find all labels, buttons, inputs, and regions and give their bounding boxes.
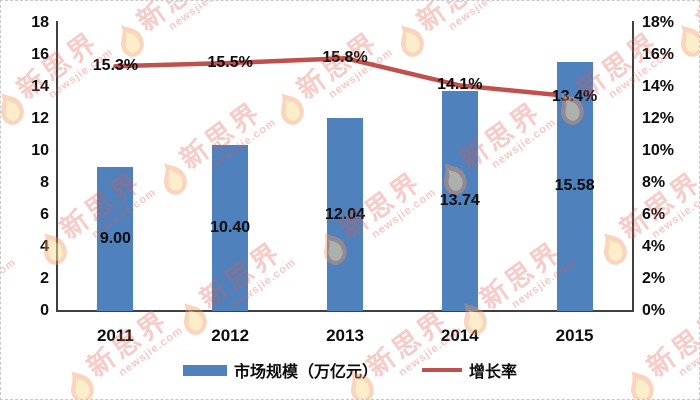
left-axis-tick: 4: [40, 238, 49, 255]
left-axis-tick: 14: [31, 78, 49, 95]
legend-label-growth-rate: 增长率: [469, 364, 518, 381]
bar-value-label: 13.74: [439, 192, 480, 210]
right-axis-tick: 0%: [642, 302, 666, 319]
legend-item-market-scale: 市场规模（万亿元）: [182, 358, 378, 382]
x-axis-label-2015: 2015: [555, 326, 594, 345]
left-axis-tick: 0: [40, 302, 49, 319]
bar-value-label: 9.00: [99, 230, 131, 247]
y-axis-right-line: [632, 21, 634, 311]
right-axis-tick: 2%: [642, 270, 666, 287]
bar-2012: [212, 144, 249, 311]
x-axis-label-2014: 2014: [440, 326, 479, 345]
bar-2015: [556, 61, 593, 311]
bar-2011: [97, 167, 134, 311]
bar-2013: [327, 118, 363, 311]
growth-rate-label: 14.1%: [437, 76, 483, 94]
growth-rate-label: 15.8%: [322, 49, 368, 67]
left-axis-tick: 16: [31, 46, 49, 63]
right-axis-tick: 6%: [642, 206, 666, 223]
x-axis-label-2011: 2011: [96, 326, 134, 345]
right-axis-tick: 18%: [642, 14, 675, 31]
left-axis-tick: 2: [40, 270, 49, 287]
growth-rate-label: 13.4%: [551, 87, 598, 105]
left-axis-tick: 10: [31, 142, 49, 159]
legend: 市场规模（万亿元） 增长率: [1, 358, 699, 382]
right-axis-tick: 8%: [642, 174, 666, 191]
right-axis-tick: 10%: [642, 142, 675, 159]
left-axis-tick: 8: [40, 174, 49, 191]
right-axis-tick: 12%: [642, 110, 675, 127]
legend-label-market-scale: 市场规模（万亿元）: [233, 364, 378, 381]
bar-value-label: 15.58: [554, 177, 595, 195]
growth-rate-label: 15.3%: [92, 57, 139, 75]
line-series-swatch: [422, 368, 462, 372]
right-axis-tick: 16%: [642, 46, 675, 63]
left-axis-tick: 12: [31, 110, 49, 127]
right-axis-tick: 4%: [642, 238, 666, 255]
y-axis-left-line: [56, 21, 58, 311]
legend-item-growth-rate: 增长率: [422, 358, 517, 382]
x-axis-line: [56, 310, 634, 312]
left-axis-tick: 6: [40, 206, 49, 223]
bar-value-label: 10.40: [210, 218, 251, 236]
left-axis-tick: 18: [31, 14, 49, 31]
x-axis-label-2013: 2013: [326, 326, 364, 345]
bar-series-swatch: [182, 364, 227, 376]
right-axis-tick: 14%: [642, 78, 675, 95]
bar-value-label: 12.04: [324, 205, 366, 223]
bar-2014: [441, 91, 478, 311]
x-axis-label-2012: 2012: [211, 326, 250, 345]
growth-rate-label: 15.5%: [207, 54, 253, 71]
